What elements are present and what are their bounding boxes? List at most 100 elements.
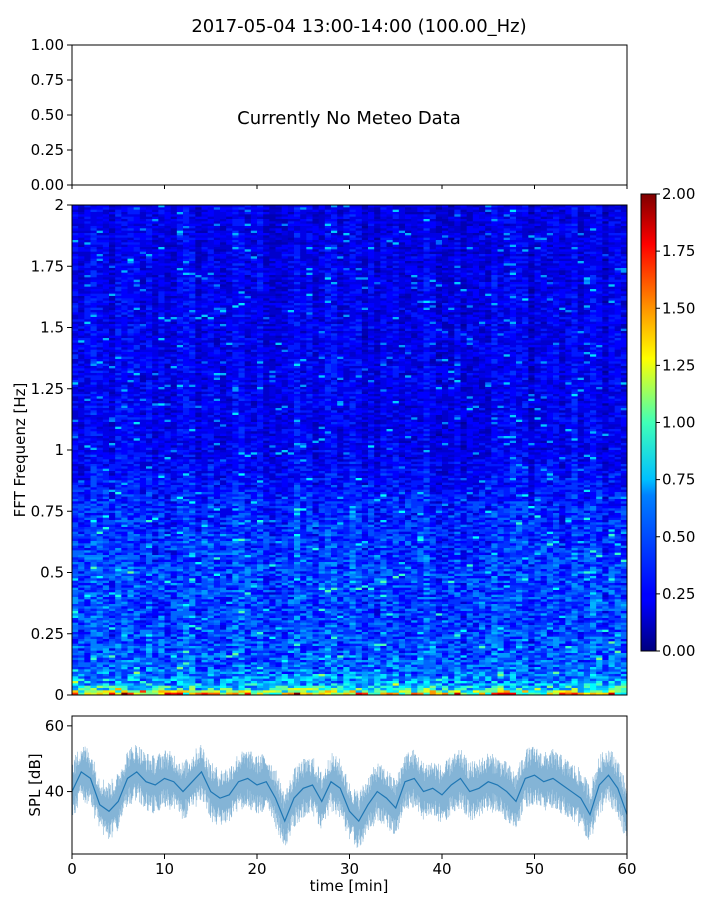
heatmap-cell	[399, 303, 412, 306]
heatmap-cell	[152, 312, 159, 315]
heatmap-cell	[158, 296, 165, 299]
heatmap-cell	[78, 207, 85, 210]
heatmap-cell	[368, 254, 375, 257]
heatmap-cell	[251, 294, 276, 297]
heatmap-cell	[424, 270, 431, 273]
heatmap-cell	[405, 228, 418, 231]
heatmap-cell	[214, 273, 221, 276]
heatmap-cell	[152, 333, 159, 336]
heatmap-cell	[97, 357, 104, 360]
heatmap-cell	[128, 233, 135, 236]
heatmap-cell	[195, 214, 202, 217]
heatmap-cell	[97, 361, 104, 364]
heatmap-cell	[294, 245, 301, 248]
heatmap-cell	[491, 361, 498, 364]
heatmap-cell	[485, 359, 492, 362]
heatmap-cell	[553, 301, 560, 304]
heatmap-cell	[337, 280, 344, 283]
heatmap-cell	[461, 354, 468, 357]
heatmap-cell	[572, 312, 579, 315]
heatmap-cell	[436, 289, 443, 292]
heatmap-cell	[553, 312, 560, 315]
heatmap-cell	[621, 249, 628, 252]
heatmap-cell	[257, 347, 276, 350]
heatmap-cell	[461, 207, 474, 210]
heatmap-cell	[232, 263, 245, 266]
heatmap-cell	[331, 266, 344, 269]
heatmap-cell	[436, 249, 443, 252]
heatmap-cell	[553, 326, 566, 329]
heatmap-cell	[528, 275, 535, 278]
heatmap-cell	[374, 256, 381, 259]
heatmap-cell	[165, 357, 178, 360]
heatmap-cell	[565, 340, 578, 343]
heatmap-cell	[121, 326, 128, 329]
heatmap-cell	[430, 207, 437, 210]
heatmap-cell	[158, 221, 165, 224]
heatmap-cell	[510, 273, 517, 276]
heatmap-cell	[134, 326, 141, 329]
heatmap-cell	[171, 268, 178, 271]
heatmap-cell	[467, 357, 474, 360]
heatmap-cell	[152, 256, 159, 259]
heatmap-cell	[374, 310, 381, 313]
heatmap-cell	[208, 252, 215, 255]
heatmap-cell	[473, 273, 480, 276]
heatmap-cell	[300, 228, 307, 231]
heatmap-cell	[380, 329, 387, 332]
heatmap-cell	[208, 217, 215, 220]
heatmap-cell	[417, 294, 424, 297]
heatmap-cell	[584, 219, 591, 222]
heatmap-cell	[220, 324, 227, 327]
heatmap-cell	[362, 261, 369, 264]
heatmap-cell	[208, 210, 215, 213]
heatmap-cell	[522, 212, 529, 215]
heatmap-cell	[232, 254, 239, 257]
heatmap-cell	[399, 289, 406, 292]
heatmap-cell	[134, 301, 141, 304]
heatmap-cell	[461, 254, 468, 257]
heatmap-cell	[103, 247, 110, 250]
heatmap-cell	[128, 317, 135, 320]
heatmap-cell	[232, 228, 245, 231]
heatmap-cell	[294, 273, 301, 276]
heatmap-cell	[103, 207, 110, 210]
heatmap-cell	[485, 331, 492, 334]
heatmap-cell	[461, 238, 468, 241]
heatmap-cell	[214, 289, 227, 292]
heatmap-cell	[547, 233, 554, 236]
heatmap-cell	[115, 263, 134, 266]
heatmap-cell	[300, 343, 307, 346]
heatmap-cell	[282, 308, 295, 311]
heatmap-cell	[578, 224, 585, 227]
heatmap-cell	[380, 282, 393, 285]
heatmap-cell	[498, 231, 505, 234]
heatmap-cell	[276, 228, 283, 231]
heatmap-cell	[522, 361, 529, 364]
heatmap-cell	[214, 266, 221, 269]
heatmap-cell	[171, 336, 178, 339]
heatmap-cell	[467, 266, 474, 269]
heatmap-cell	[202, 305, 209, 308]
heatmap-cell	[393, 207, 400, 210]
heatmap-cell	[504, 347, 511, 350]
heatmap-cell	[91, 296, 98, 299]
heatmap-cell	[504, 331, 517, 334]
heatmap-cell	[448, 331, 455, 334]
heatmap-cell	[448, 268, 455, 271]
heatmap-cell	[547, 238, 554, 241]
heatmap-cell	[72, 315, 79, 318]
heatmap-cell	[491, 217, 498, 220]
heatmap-cell	[78, 254, 91, 257]
heatmap-cell	[232, 259, 239, 262]
heatmap-cell	[356, 338, 363, 341]
heatmap-cell	[467, 240, 474, 243]
heatmap-cell	[251, 315, 264, 318]
heatmap-cell	[319, 354, 326, 357]
heatmap-cell	[220, 294, 239, 297]
heatmap-cell	[300, 319, 307, 322]
heatmap-cell	[417, 275, 424, 278]
heatmap-cell	[72, 242, 79, 245]
heatmap-cell	[362, 352, 381, 355]
